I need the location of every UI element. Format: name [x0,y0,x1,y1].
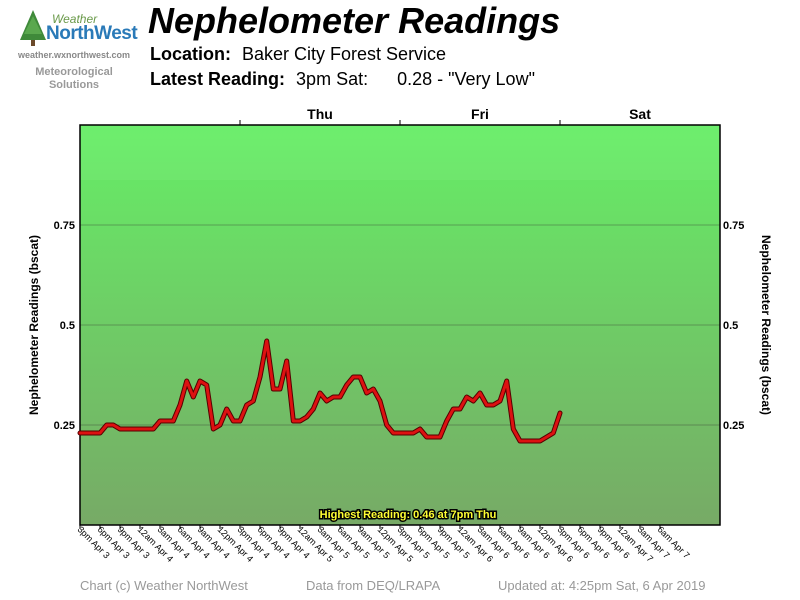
day-label: Sat [629,106,651,122]
y-axis-title-right: Nephelometer Readings (bscat) [759,235,773,415]
logo-url: weather.wxnorthwest.com [17,50,131,60]
footer-copyright: Chart (c) Weather NorthWest [80,578,248,593]
annotation-outline: Highest Reading: 0.46 at 7pm Thu [320,509,497,521]
latest-reading-value: 0.28 - "Very Low" [397,69,535,89]
logo-tagline-1: Meteorological [35,66,113,78]
y-tick-label-right: 0.5 [723,320,738,332]
y-tick-label-left: 0.75 [54,220,75,232]
y-tick-label-right: 0.75 [723,220,744,232]
logo-word-northwest: NorthWest [46,23,138,44]
logo-tagline: Meteorological Solutions [12,66,136,92]
day-label: Fri [471,106,489,122]
tree-icon [20,10,46,46]
location-line: Location: Baker City Forest Service [150,44,446,65]
y-axis-title-left: Nephelometer Readings (bscat) [27,235,41,415]
plot-top-band [80,125,720,180]
y-tick-label-left: 0.5 [60,320,75,332]
series-line [78,339,562,443]
y-tick-label-right: 0.25 [723,420,744,432]
location-value: Baker City Forest Service [242,44,447,64]
latest-reading-line: Latest Reading: 3pm Sat: 0.28 - "Very Lo… [150,69,535,90]
highest-reading-annotation: Highest Reading: 0.46 at 7pm Thu [320,509,497,521]
logo-word-weather: Weather [52,12,98,26]
location-label: Location: [150,44,231,64]
footer-updated: Updated at: 4:25pm Sat, 6 Apr 2019 [498,578,706,593]
day-label: Thu [307,106,333,122]
y-tick-label-left: 0.25 [54,420,75,432]
latest-reading-label: Latest Reading: [150,69,286,89]
footer-source: Data from DEQ/LRAPA [306,578,441,593]
brand-logo: Weather NorthWest weather.wxnorthwest.co… [12,6,138,96]
page-title: Nephelometer Readings [148,0,561,41]
latest-reading-time: 3pm Sat: [296,69,369,89]
logo-tagline-2: Solutions [48,79,100,91]
